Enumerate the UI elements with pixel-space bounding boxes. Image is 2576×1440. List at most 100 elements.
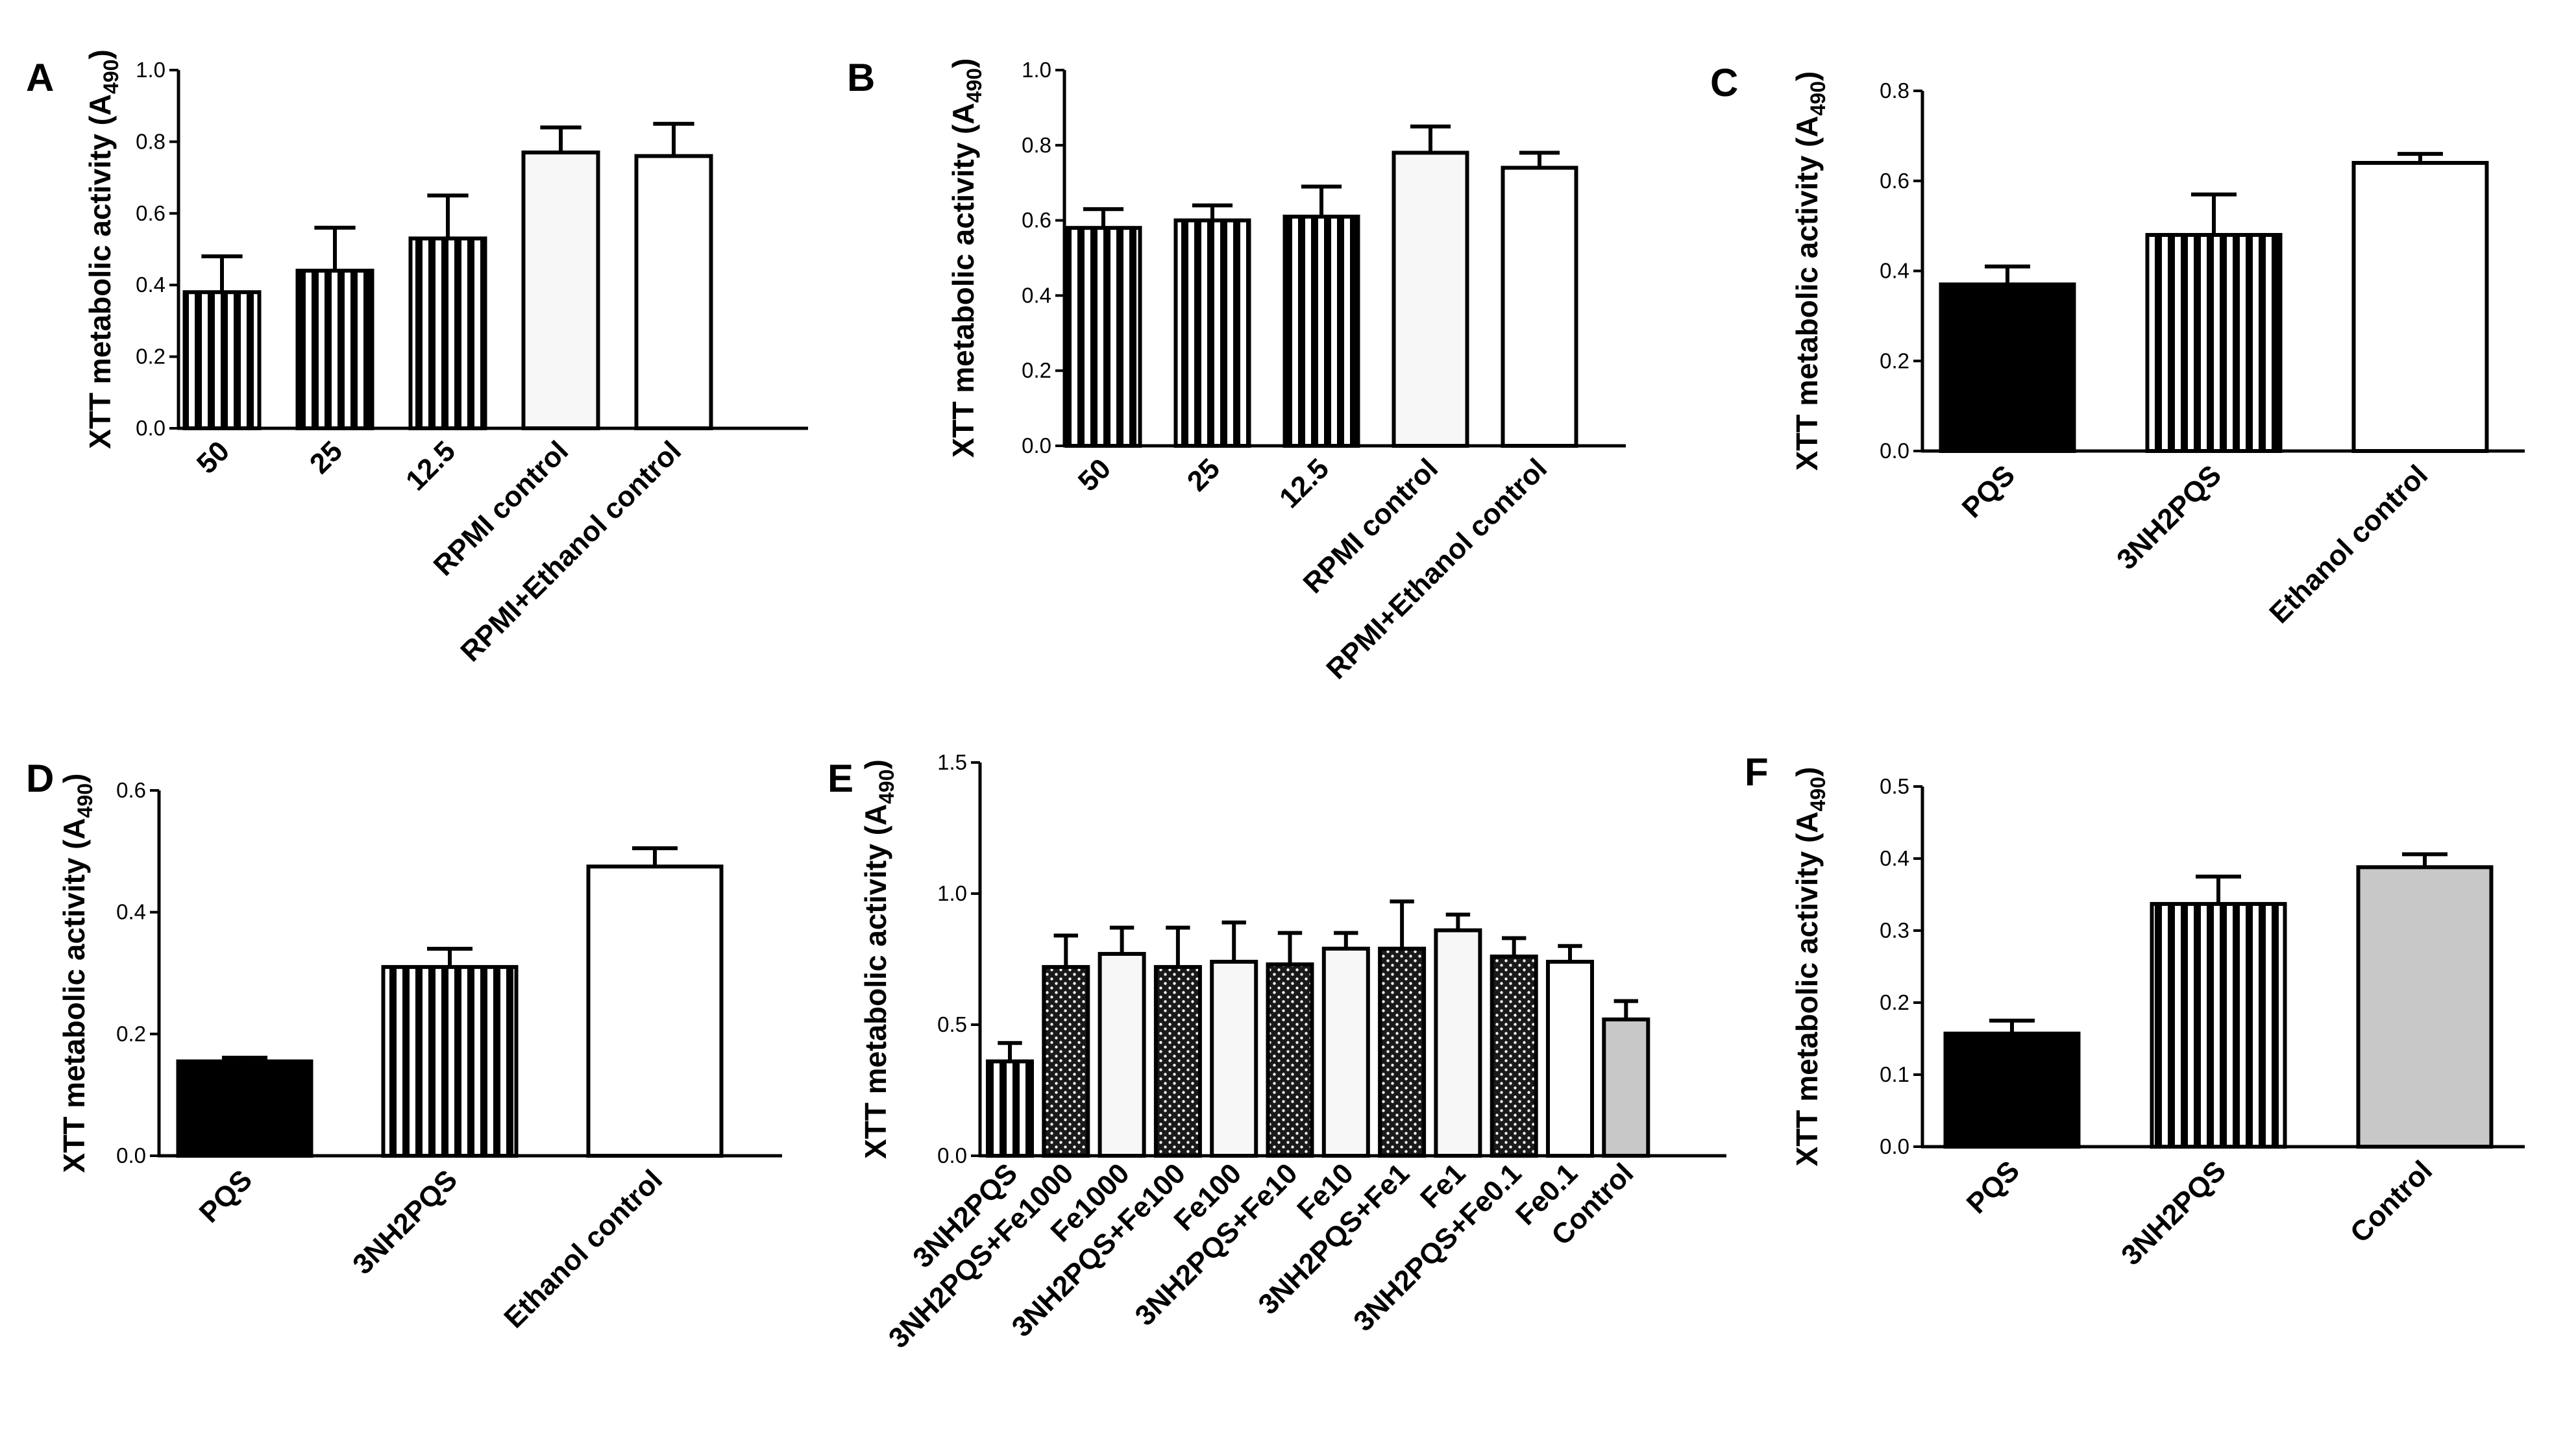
y-axis-label-main: XTT metabolic activity (A bbox=[83, 94, 117, 449]
category-label: 3NH2PQS bbox=[2111, 459, 2227, 576]
y-axis-label-close: ) bbox=[83, 49, 117, 59]
y-axis-label: XTT metabolic activity (A490) bbox=[83, 49, 123, 449]
category-label: 25 bbox=[1181, 452, 1226, 497]
y-tick-label: 0.1 bbox=[1880, 1062, 1909, 1086]
panel-a: A XTT metabolic activity (A490) 0.0 0.2 0.4 0… bbox=[26, 49, 808, 668]
bar bbox=[1392, 151, 1469, 448]
bar bbox=[1546, 960, 1594, 1158]
y-tick-label: 0.4 bbox=[1022, 283, 1051, 307]
panel-b: B XTT metabolic activity (A490) 0.0 0.2 0.4 0… bbox=[847, 56, 1626, 685]
y-tick-label: 0.4 bbox=[136, 273, 166, 297]
y-tick-label: 0.8 bbox=[1880, 79, 1909, 103]
y-axis-label-subscript: 490 bbox=[963, 68, 986, 103]
y-tick-label: 1.0 bbox=[937, 881, 967, 905]
y-axis-label: XTT metabolic activity (A490) bbox=[946, 58, 986, 458]
bar bbox=[381, 965, 519, 1158]
panel-letter: A bbox=[26, 56, 54, 99]
y-axis-label-main: XTT metabolic activity (A bbox=[1790, 116, 1824, 470]
bar bbox=[182, 290, 262, 430]
y-tick-label: 0.2 bbox=[1880, 990, 1909, 1014]
y-axis-label-subscript: 490 bbox=[99, 59, 123, 93]
bar bbox=[1943, 1031, 2081, 1149]
y-tick-label: 1.0 bbox=[136, 58, 166, 82]
y-tick-label: 0.6 bbox=[1022, 208, 1051, 232]
y-axis-label-subscript: 490 bbox=[1806, 777, 1830, 811]
category-label: RPMI+Ethanol control bbox=[1320, 452, 1553, 685]
category-label: Control bbox=[2344, 1154, 2438, 1249]
y-tick-label: 0.6 bbox=[116, 778, 146, 802]
bar bbox=[1210, 960, 1258, 1158]
bar bbox=[521, 150, 600, 431]
y-tick-label: 0.2 bbox=[136, 345, 166, 369]
y-tick-label: 0.0 bbox=[116, 1143, 146, 1167]
bar bbox=[1042, 965, 1090, 1158]
y-tick-label: 0.3 bbox=[1880, 918, 1909, 942]
y-axis-label-subscript: 490 bbox=[875, 769, 898, 803]
y-tick-label: 0.6 bbox=[136, 201, 166, 225]
category-label: 12.5 bbox=[400, 435, 461, 496]
bar bbox=[295, 269, 374, 430]
y-tick-label: 0.2 bbox=[1022, 358, 1051, 382]
panel-c: C XTT metabolic activity (A490) 0.0 0.2 0.4 0… bbox=[1710, 61, 2525, 629]
bar bbox=[1501, 165, 1578, 448]
bar bbox=[2150, 901, 2287, 1149]
y-axis-label-subscript: 490 bbox=[73, 783, 97, 818]
bar bbox=[1064, 226, 1142, 448]
panel-letter: E bbox=[828, 757, 853, 800]
category-label: 25 bbox=[304, 435, 349, 480]
category-label: RPMI+Ethanol control bbox=[454, 435, 687, 668]
panel-letter: B bbox=[847, 56, 875, 99]
y-axis-label-main: XTT metabolic activity (A bbox=[946, 103, 980, 458]
category-label: Ethanol control bbox=[2263, 459, 2434, 629]
y-tick-label: 0.4 bbox=[116, 900, 146, 924]
y-tick-label: 1.5 bbox=[937, 750, 967, 774]
bar bbox=[1282, 214, 1360, 448]
bar bbox=[1098, 951, 1146, 1158]
y-axis-label-main: XTT metabolic activity (A bbox=[57, 818, 91, 1173]
bar bbox=[1173, 218, 1251, 448]
y-tick-label: 0.2 bbox=[1880, 348, 1909, 372]
bar bbox=[1153, 965, 1202, 1158]
y-axis-label-close: ) bbox=[946, 58, 980, 68]
y-tick-label: 0.5 bbox=[937, 1012, 967, 1036]
category-label: 50 bbox=[1072, 452, 1117, 497]
y-tick-label: 1.0 bbox=[1022, 58, 1051, 82]
panel-letter: C bbox=[1710, 61, 1738, 104]
category-label: 50 bbox=[191, 435, 236, 480]
category-label: PQS bbox=[1961, 1154, 2026, 1219]
y-axis-label-main: XTT metabolic activity (A bbox=[1790, 811, 1824, 1166]
y-axis-label-close: ) bbox=[859, 759, 892, 769]
panel-letter: D bbox=[26, 757, 54, 800]
y-tick-label: 0.8 bbox=[1022, 133, 1051, 157]
y-axis-label-close: ) bbox=[1790, 71, 1824, 81]
bar bbox=[1490, 954, 1538, 1158]
bar bbox=[2145, 233, 2283, 453]
category-label: PQS bbox=[1956, 459, 2021, 524]
y-axis-label-close: ) bbox=[1790, 767, 1824, 777]
panel-letter: F bbox=[1745, 750, 1769, 794]
y-tick-label: 0.8 bbox=[136, 129, 166, 153]
y-axis-label-main: XTT metabolic activity (A bbox=[859, 804, 892, 1159]
y-tick-label: 0.0 bbox=[136, 416, 166, 440]
y-tick-label: 0.4 bbox=[1880, 259, 1909, 283]
y-tick-label: 0.6 bbox=[1880, 169, 1909, 193]
y-tick-label: 0.2 bbox=[116, 1021, 146, 1045]
bar bbox=[1321, 946, 1370, 1158]
category-label: PQS bbox=[193, 1164, 258, 1228]
bar bbox=[1939, 282, 2076, 453]
y-axis-label: XTT metabolic activity (A490) bbox=[57, 774, 97, 1173]
y-tick-label: 0.5 bbox=[1880, 774, 1909, 798]
bar bbox=[1378, 946, 1427, 1158]
bar bbox=[2356, 865, 2494, 1149]
y-tick-label: 0.0 bbox=[1880, 1134, 1909, 1158]
bar bbox=[1266, 962, 1314, 1158]
y-tick-label: 0.0 bbox=[937, 1143, 967, 1167]
bar bbox=[1602, 1017, 1650, 1158]
y-axis-label-subscript: 490 bbox=[1806, 81, 1830, 116]
bar bbox=[986, 1059, 1034, 1158]
bar bbox=[408, 236, 487, 430]
